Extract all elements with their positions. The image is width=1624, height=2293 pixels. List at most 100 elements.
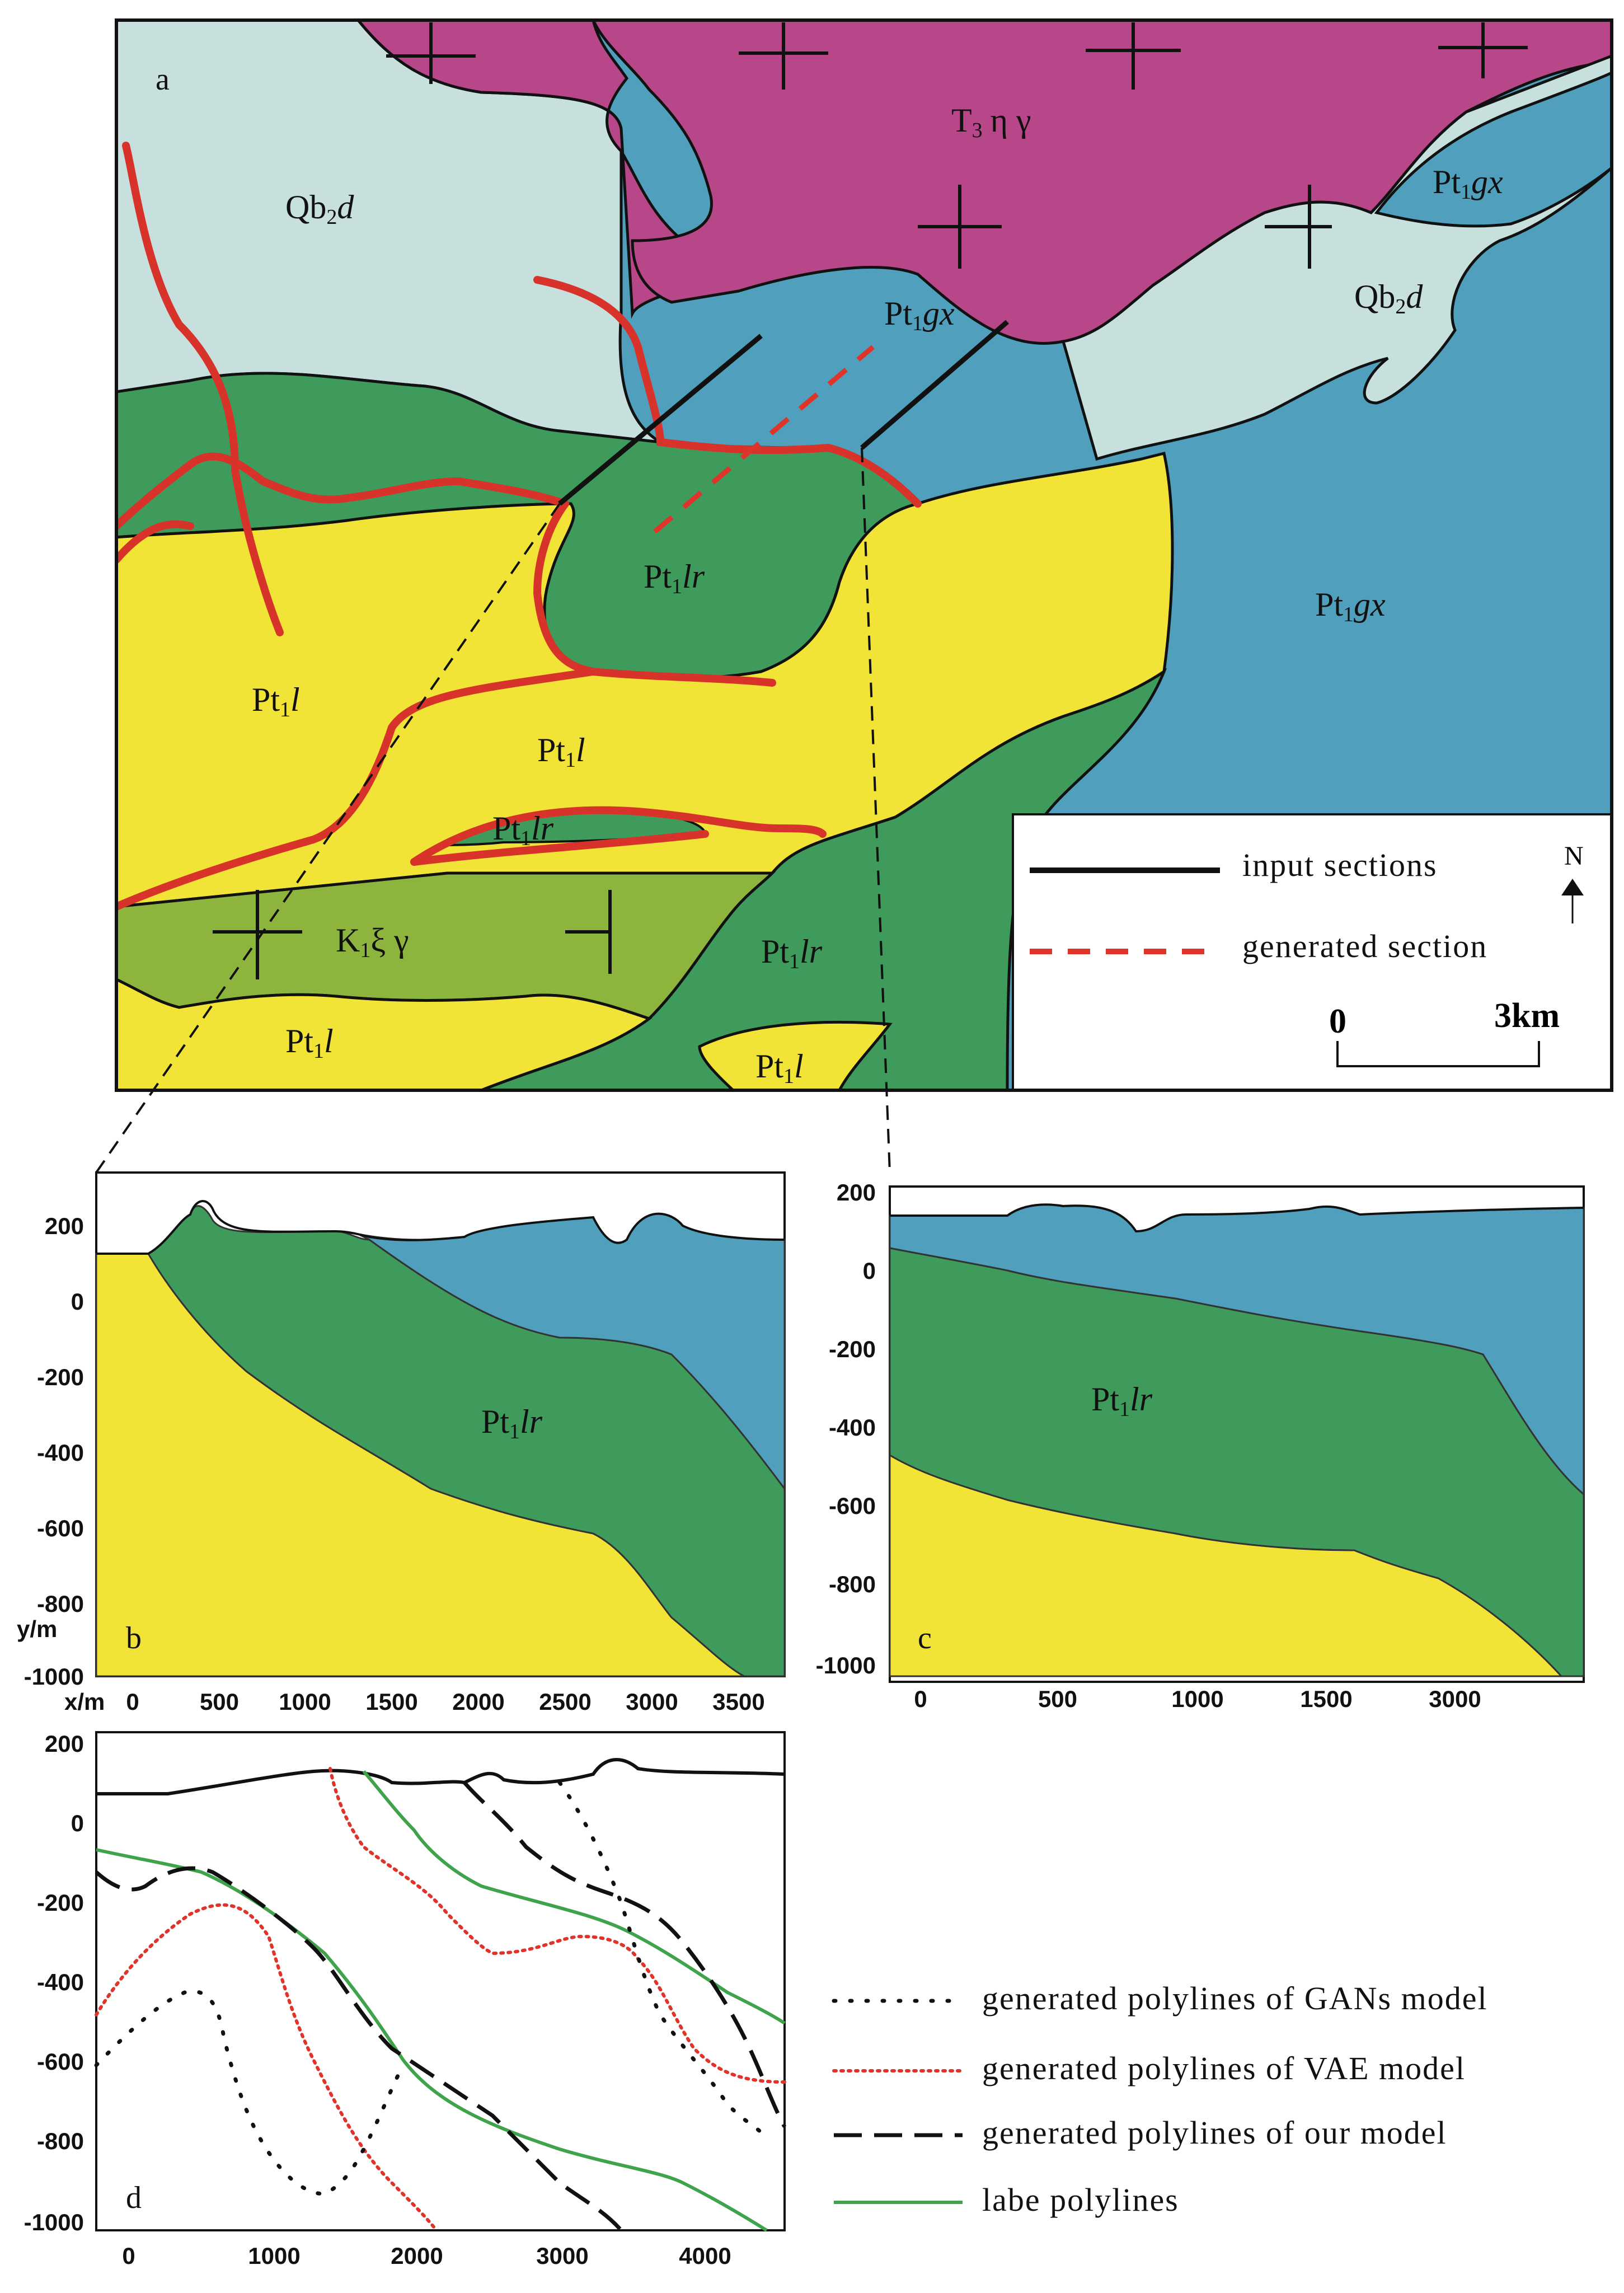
granite-cross-symbols bbox=[213, 22, 1528, 979]
svg-text:1000: 1000 bbox=[279, 1689, 331, 1715]
svg-text:-600: -600 bbox=[37, 1515, 84, 1541]
map-unit-label-k1: K1ξ γ bbox=[336, 922, 409, 962]
svg-text:1500: 1500 bbox=[1300, 1686, 1352, 1712]
section-b-y-unit: y/m bbox=[17, 1616, 57, 1642]
d-our-model-polylines bbox=[95, 1781, 787, 2232]
svg-text:2500: 2500 bbox=[539, 1689, 591, 1715]
section-d: d 200 0 -200 -400 -600 -800 -1000 0 1000… bbox=[24, 1731, 787, 2269]
svg-text:0: 0 bbox=[914, 1686, 927, 1712]
section-c-unit-label: Pt1lr bbox=[1091, 1381, 1153, 1421]
svg-text:-800: -800 bbox=[829, 1571, 876, 1597]
scale-end: 3km bbox=[1494, 997, 1560, 1035]
map-unit-label-lr-center: Pt1lr bbox=[644, 558, 705, 598]
map-legend: input sections generated section N 0 3km bbox=[1012, 813, 1612, 1090]
panel-label-c: c bbox=[918, 1621, 932, 1656]
svg-text:3000: 3000 bbox=[1429, 1686, 1481, 1712]
svg-text:-200: -200 bbox=[37, 1364, 84, 1390]
svg-text:-800: -800 bbox=[37, 1591, 84, 1617]
svg-text:-1000: -1000 bbox=[24, 1663, 84, 1690]
svg-text:500: 500 bbox=[1038, 1686, 1077, 1712]
legend-input-sections: input sections bbox=[1242, 847, 1438, 883]
input-section-lines bbox=[558, 320, 1009, 506]
section-b-y-axis: 200 0 -200 -400 -600 -800 -1000 y/m bbox=[17, 1213, 84, 1690]
svg-text:0: 0 bbox=[863, 1258, 876, 1284]
map-unit-label-l-west: Pt1l bbox=[252, 681, 300, 721]
section-c-yellow bbox=[889, 1453, 1564, 1677]
panel-label-a: a bbox=[156, 62, 170, 97]
generated-section-line bbox=[653, 345, 875, 534]
panel-label-d: d bbox=[126, 2181, 142, 2215]
section-c-topography bbox=[890, 1203, 1584, 1233]
d-label-polylines bbox=[96, 1770, 786, 2232]
svg-text:-200: -200 bbox=[37, 1889, 84, 1916]
section-b-topography bbox=[96, 1200, 785, 1255]
svg-text:-200: -200 bbox=[829, 1336, 876, 1362]
section-b-x-unit: x/m bbox=[64, 1689, 105, 1715]
projection-lines bbox=[95, 447, 891, 1174]
map-unit-label-lr-lens: Pt1lr bbox=[492, 810, 554, 850]
unit-gx-ne bbox=[1374, 71, 1612, 228]
map-unit-label-qb2d-west: Qb2d bbox=[285, 189, 354, 229]
map-unit-label-lr-lower: Pt1lr bbox=[761, 933, 823, 973]
fault-lines bbox=[116, 142, 922, 911]
map-unit-label-l-south: Pt1l bbox=[285, 1023, 334, 1063]
svg-text:4000: 4000 bbox=[679, 2243, 731, 2269]
svg-text:200: 200 bbox=[45, 1213, 84, 1239]
svg-text:3000: 3000 bbox=[626, 1689, 678, 1715]
svg-text:0: 0 bbox=[126, 1689, 139, 1715]
svg-text:-800: -800 bbox=[37, 2128, 84, 2154]
svg-text:-1000: -1000 bbox=[816, 1652, 876, 1678]
legend-gans: generated polylines of GANs model bbox=[982, 1980, 1488, 2017]
svg-text:3000: 3000 bbox=[536, 2243, 588, 2269]
map-unit-label-gx-ne: Pt1gx bbox=[1433, 163, 1503, 204]
svg-text:1500: 1500 bbox=[365, 1689, 417, 1715]
svg-text:1000: 1000 bbox=[1171, 1686, 1223, 1712]
svg-text:-1000: -1000 bbox=[24, 2209, 84, 2235]
section-c-x-axis: 0 500 1000 1500 3000 bbox=[914, 1686, 1481, 1712]
svg-text:-600: -600 bbox=[829, 1493, 876, 1519]
section-c-y-axis: 200 0 -200 -400 -600 -800 -1000 bbox=[816, 1179, 876, 1678]
map-unit-label-gx-east: Pt1gx bbox=[1315, 586, 1386, 626]
section-b: Pt1lr b 200 0 -200 -400 -600 -800 -1000 … bbox=[17, 1171, 786, 1715]
section-b-unit-label: Pt1lr bbox=[481, 1403, 543, 1443]
legend-vae: generated polylines of VAE model bbox=[982, 2050, 1466, 2086]
svg-text:-400: -400 bbox=[37, 1439, 84, 1466]
section-d-x-axis: 0 1000 2000 3000 4000 bbox=[122, 2243, 731, 2269]
svg-text:1000: 1000 bbox=[248, 2243, 300, 2269]
svg-text:-400: -400 bbox=[829, 1414, 876, 1441]
svg-text:-400: -400 bbox=[37, 1969, 84, 1995]
map-unit-label-gx-center: Pt1gx bbox=[884, 295, 955, 335]
svg-text:0: 0 bbox=[122, 2243, 135, 2269]
map-unit-label-l-small: Pt1l bbox=[755, 1048, 804, 1088]
svg-text:-600: -600 bbox=[37, 2048, 84, 2075]
d-vae-polylines bbox=[95, 1767, 786, 2232]
legend-label: labe polylines bbox=[982, 2182, 1179, 2218]
map-unit-label-granite: T3 η γ bbox=[951, 102, 1031, 142]
north-arrow-icon bbox=[1561, 879, 1584, 895]
section-d-legend: generated polylines of GANs model genera… bbox=[832, 1980, 1488, 2218]
section-b-x-axis: x/m 0 500 1000 1500 2000 2500 3000 3500 bbox=[64, 1689, 765, 1715]
section-c: Pt1lr c 200 0 -200 -400 -600 -800 -1000 … bbox=[816, 1179, 1585, 1712]
svg-text:200: 200 bbox=[837, 1179, 876, 1206]
section-d-y-axis: 200 0 -200 -400 -600 -800 -1000 bbox=[24, 1731, 84, 2235]
svg-text:0: 0 bbox=[71, 1288, 84, 1315]
scale-start: 0 bbox=[1329, 1002, 1346, 1040]
svg-text:0: 0 bbox=[71, 1810, 84, 1836]
map-unit-label-l-center: Pt1l bbox=[537, 731, 585, 772]
legend-generated-section: generated section bbox=[1242, 928, 1487, 964]
map-frame bbox=[115, 18, 1613, 1092]
svg-text:2000: 2000 bbox=[391, 2243, 443, 2269]
svg-text:500: 500 bbox=[200, 1689, 239, 1715]
legend-ours: generated polylines of our model bbox=[982, 2114, 1447, 2151]
svg-text:2000: 2000 bbox=[452, 1689, 504, 1715]
unit-l-lower bbox=[116, 978, 653, 1090]
svg-text:3500: 3500 bbox=[712, 1689, 764, 1715]
d-topography bbox=[96, 1758, 785, 1795]
panel-label-b: b bbox=[126, 1621, 142, 1656]
svg-text:200: 200 bbox=[45, 1731, 84, 1757]
map-unit-label-qb2d-east: Qb2d bbox=[1354, 278, 1423, 318]
unit-l-small bbox=[698, 1020, 893, 1090]
north-label: N bbox=[1564, 841, 1584, 871]
geologic-map: T3 η γ Qb2d Qb2d Pt1gx Pt1gx Pt1gx Pt1lr … bbox=[115, 18, 1613, 1092]
